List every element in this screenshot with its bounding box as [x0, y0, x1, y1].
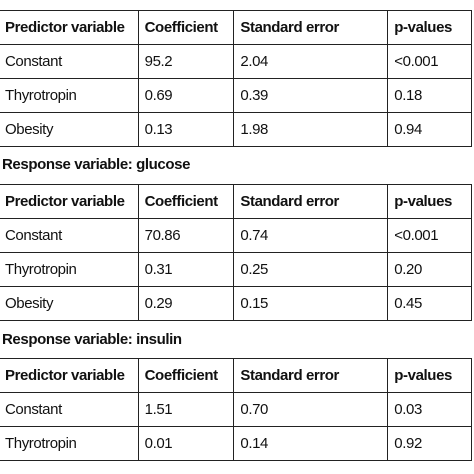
- table-cell: Thyrotropin: [0, 252, 139, 287]
- header-cell: Predictor variable: [0, 184, 139, 219]
- header-cell: p-values: [387, 10, 472, 45]
- table-row: Thyrotropin 0.69 0.39 0.18: [0, 78, 472, 113]
- table-cell: 0.01: [137, 426, 235, 461]
- table-cell: 95.2: [137, 44, 235, 79]
- table-cell: 0.15: [233, 286, 389, 321]
- table-cell: 0.31: [137, 252, 235, 287]
- table-cell: Obesity: [0, 286, 139, 321]
- table-cell: 0.45: [387, 286, 472, 321]
- table-cell: Thyrotropin: [0, 78, 139, 113]
- table-cell: 0.03: [387, 392, 472, 427]
- table-cell: 0.92: [387, 426, 472, 461]
- header-cell: Coefficient: [137, 184, 235, 219]
- table-caption: Response variable: insulin: [2, 331, 182, 348]
- header-cell: Standard error: [233, 10, 389, 45]
- table-row: Constant 95.2 2.04 <0.001: [0, 44, 472, 79]
- header-cell: p-values: [387, 184, 472, 219]
- table-cell: <0.001: [387, 44, 472, 79]
- table-cell: Thyrotropin: [0, 426, 139, 461]
- data-table: Predictor variable Coefficient Standard er…: [0, 184, 472, 321]
- table-cell: Constant: [0, 392, 139, 427]
- table-cell: 0.25: [233, 252, 389, 287]
- table-cell: 0.74: [233, 218, 389, 253]
- header-cell: Predictor variable: [0, 358, 139, 393]
- table-row: Constant 1.51 0.70 0.03: [0, 392, 472, 427]
- table-row: Constant 70.86 0.74 <0.001: [0, 218, 472, 253]
- table-row: Thyrotropin 0.31 0.25 0.20: [0, 252, 472, 287]
- header-cell: Coefficient: [137, 358, 235, 393]
- table-cell: 0.18: [387, 78, 472, 113]
- table-row: Obesity 0.13 1.98 0.94: [0, 112, 472, 147]
- table-row: Thyrotropin 0.01 0.14 0.92: [0, 426, 472, 461]
- table-caption: Response variable: glucose: [2, 156, 191, 173]
- table-cell: Obesity: [0, 112, 139, 147]
- table-cell: 2.04: [233, 44, 389, 79]
- table-cell: <0.001: [387, 218, 472, 253]
- header-cell: Standard error: [233, 358, 389, 393]
- header-row: Predictor variable Coefficient Standard er…: [0, 358, 472, 393]
- header-cell: Coefficient: [137, 10, 235, 45]
- table-row: Obesity 0.29 0.15 0.45: [0, 286, 472, 321]
- table-cell: Constant: [0, 218, 139, 253]
- table-cell: Constant: [0, 44, 139, 79]
- table-cell: 0.29: [137, 286, 235, 321]
- header-cell: p-values: [387, 358, 472, 393]
- table-cell: 0.20: [387, 252, 472, 287]
- data-table: Predictor variable Coefficient Standard er…: [0, 10, 472, 147]
- table-cell: 70.86: [137, 218, 235, 253]
- table-cell: 0.69: [137, 78, 235, 113]
- table-cell: 1.51: [137, 392, 235, 427]
- table-cell: 0.70: [233, 392, 389, 427]
- header-row: Predictor variable Coefficient Standard er…: [0, 10, 472, 45]
- table-cell: 0.13: [137, 112, 235, 147]
- header-row: Predictor variable Coefficient Standard er…: [0, 184, 472, 219]
- table-cell: 0.39: [233, 78, 389, 113]
- table-cell: 0.94: [387, 112, 472, 147]
- data-table: Predictor variable Coefficient Standard er…: [0, 358, 472, 461]
- table-cell: 0.14: [233, 426, 389, 461]
- header-cell: Standard error: [233, 184, 389, 219]
- table-cell: 1.98: [233, 112, 389, 147]
- header-cell: Predictor variable: [0, 10, 139, 45]
